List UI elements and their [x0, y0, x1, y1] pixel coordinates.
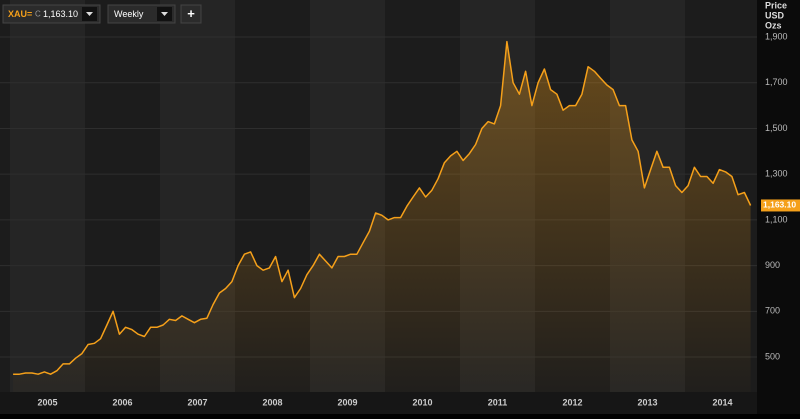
toolbar: XAU= C 1,163.10 Weekly +	[2, 4, 202, 24]
x-tick-label: 2005	[37, 397, 57, 407]
y-axis-title: USD	[765, 10, 785, 20]
dropdown-arrow	[161, 12, 168, 16]
instrument-box[interactable]	[2, 4, 101, 24]
x-tick-label: 2010	[412, 397, 432, 407]
dropdown-arrow	[86, 12, 93, 16]
add-icon: +	[187, 6, 195, 21]
x-tick-label: 2007	[187, 397, 207, 407]
last-price: 1,163.10	[43, 9, 78, 19]
y-tick-label: 1,300	[765, 169, 788, 179]
close-flag: C	[35, 10, 41, 19]
add-button[interactable]	[180, 4, 202, 24]
year-band	[85, 0, 160, 392]
last-price-marker	[761, 199, 800, 212]
x-tick-label: 2013	[637, 397, 657, 407]
x-tick-label: 2006	[112, 397, 132, 407]
x-tick-label: 2014	[712, 397, 732, 407]
x-axis-area	[0, 392, 757, 414]
x-tick-label: 2012	[562, 397, 582, 407]
y-tick-label: 700	[765, 306, 780, 316]
x-tick-label: 2008	[262, 397, 282, 407]
interval: Weekly	[114, 9, 144, 19]
year-band	[0, 0, 10, 392]
x-tick-label: 2011	[488, 397, 508, 407]
y-tick-label: 900	[765, 260, 780, 270]
price-line	[13, 40, 752, 375]
x-tick-label: 2009	[337, 397, 357, 407]
y-tick-label: 1,900	[765, 31, 788, 41]
price-area	[13, 41, 751, 392]
y-axis-title: Price	[765, 0, 787, 10]
year-band	[10, 0, 85, 392]
instrument: XAU=	[8, 9, 32, 19]
y-tick-label: 500	[765, 351, 780, 361]
last-price-label: 1,163.10	[763, 200, 796, 210]
y-axis-title: Ozs	[765, 20, 782, 30]
y-tick-label: 1,100	[765, 214, 788, 224]
y-tick-label: 1,500	[765, 123, 788, 133]
y-tick-label: 1,700	[765, 77, 788, 87]
